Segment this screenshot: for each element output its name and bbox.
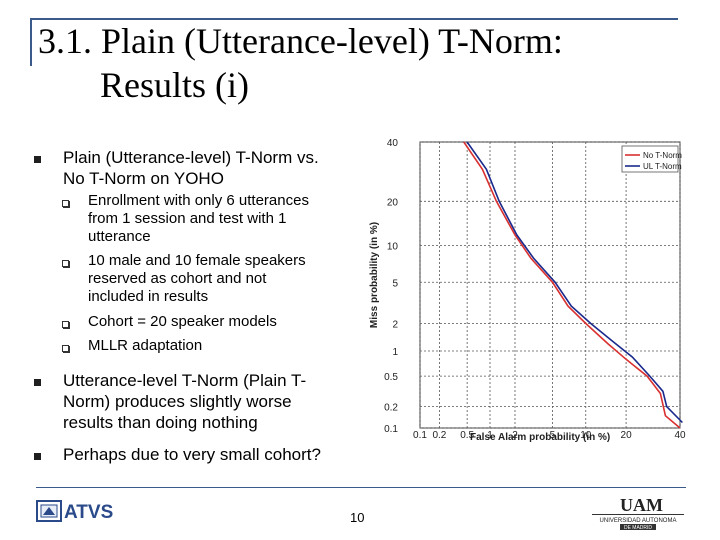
x-tick-label: 10 xyxy=(580,430,592,441)
page-number: 10 xyxy=(350,510,365,525)
sub-bullet-marker xyxy=(62,344,69,354)
x-tick-label: 0.2 xyxy=(432,430,446,441)
slide-title-line-2: Results (i) xyxy=(100,65,249,105)
uam-logo: UAM UNIVERSIDAD AUTONOMA DE MADRID xyxy=(592,495,684,531)
bullet-marker xyxy=(34,378,41,388)
legend-entry: No T-Norm xyxy=(643,151,682,160)
x-tick-label: 2 xyxy=(512,430,518,441)
plot-area xyxy=(419,141,681,429)
bullet-marker xyxy=(34,452,41,462)
x-tick-label: 20 xyxy=(621,430,633,441)
bullet-text: Perhaps due to very small cohort? xyxy=(63,445,321,464)
bullet-text: Utterance-level T-Norm (Plain T- Norm) p… xyxy=(63,371,307,432)
bullet-text: Plain (Utterance-level) T-Norm vs. No T-… xyxy=(63,148,319,188)
x-tick-label: 40 xyxy=(674,430,686,441)
atvs-logo: ATVS xyxy=(36,500,113,523)
x-axis-label: False Alarm probability (in %) xyxy=(470,432,610,442)
atvs-logo-text: ATVS xyxy=(64,502,113,523)
sub-bullet-marker xyxy=(62,320,69,330)
series-line-0 xyxy=(463,141,681,429)
y-tick-label: 0.2 xyxy=(384,403,398,414)
series-line-1 xyxy=(466,141,683,424)
x-tick-label: 0.1 xyxy=(413,430,427,441)
uam-logo-line-2: UNIVERSIDAD AUTONOMA xyxy=(600,518,677,524)
sub-bullet-marker xyxy=(62,259,69,269)
x-tick-label: 1 xyxy=(487,430,493,441)
slide-title-line-1: 3.1. Plain (Utterance-level) T-Norm: xyxy=(38,21,563,61)
uam-logo-line-3: DE MADRID xyxy=(624,525,652,531)
bullet-marker xyxy=(34,155,41,165)
y-tick-label: 1 xyxy=(392,347,398,358)
x-tick-label: 5 xyxy=(550,430,556,441)
y-tick-label: 5 xyxy=(392,278,398,289)
sub-bullet-text: MLLR adaptation xyxy=(88,337,203,354)
legend-entry: UL T-Norm xyxy=(643,162,682,171)
y-axis-label: Miss probability (in %) xyxy=(369,222,380,328)
title-rule-top xyxy=(30,18,678,20)
sub-bullet-text: 10 male and 10 female speakers reserved … xyxy=(88,252,306,305)
sub-bullet-marker xyxy=(62,199,69,209)
x-tick-label: 0.5 xyxy=(460,430,474,441)
y-tick-label: 40 xyxy=(387,138,399,149)
legend-box xyxy=(621,145,679,173)
title-rule-left xyxy=(30,18,32,66)
y-tick-label: 0.5 xyxy=(384,372,398,383)
sub-bullet-text: Enrollment with only 6 utterances from 1… xyxy=(88,192,309,245)
footer-rule xyxy=(36,487,686,488)
uam-logo-letters: UAM xyxy=(620,495,663,515)
y-tick-label: 0.1 xyxy=(384,424,398,435)
det-chart: 0.1 0.2 0.5 1 2 5 10 20 40 40 20 10 5 2 1 0.5 0.2 0.1 Fals… xyxy=(369,138,686,442)
sub-bullet-text: Cohort = 20 speaker models xyxy=(88,313,277,330)
y-tick-label: 10 xyxy=(387,242,399,253)
y-tick-label: 20 xyxy=(387,197,399,208)
y-tick-label: 2 xyxy=(392,320,398,331)
